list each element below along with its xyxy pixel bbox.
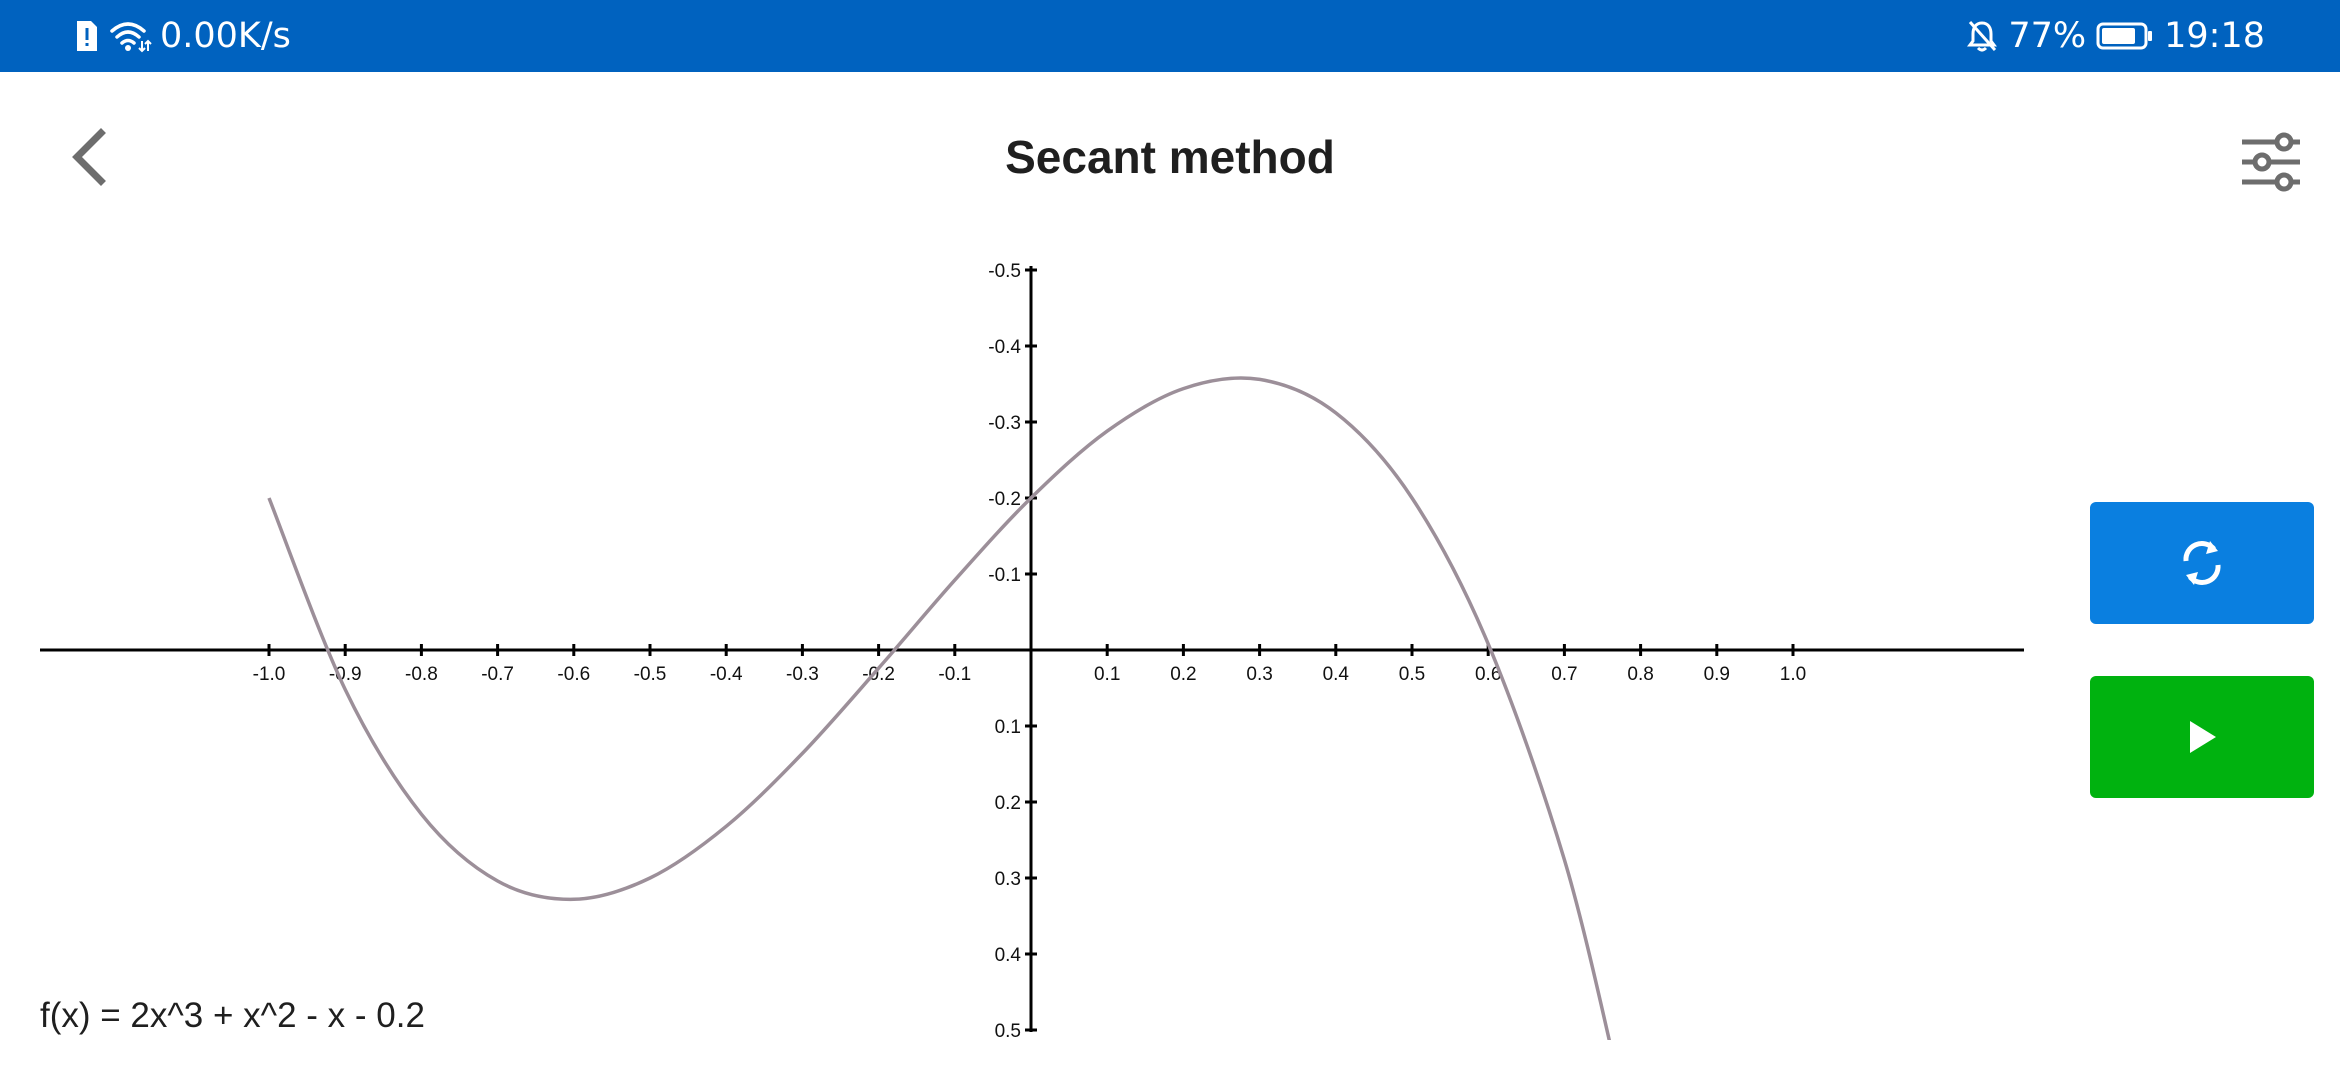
function-formula: f(x) = 2x^3 + x^2 - x - 0.2 xyxy=(40,996,425,1035)
x-tick-label: -1.0 xyxy=(253,664,286,685)
x-tick-label: 0.2 xyxy=(1170,664,1196,685)
plot-canvas: -1.0 -0.9 -0.8 -0.7 -0.6 -0.5 -0.4 -0.3 -0.2 -0.1… xyxy=(40,261,2024,1040)
play-icon xyxy=(2190,721,2216,753)
x-tick-label: -0.3 xyxy=(786,664,819,685)
bell-off-icon xyxy=(1966,19,1998,53)
y-tick-label: -0.2 xyxy=(988,489,1021,510)
x-tick-label: 0.7 xyxy=(1551,664,1577,685)
y-tick-label: 0.3 xyxy=(995,869,1021,890)
clock: 19:18 xyxy=(2164,16,2265,56)
x-tick-label: 0.4 xyxy=(1323,664,1350,685)
settings-button[interactable] xyxy=(2236,126,2308,198)
function-curve xyxy=(267,376,1612,1040)
x-tick-label: -0.5 xyxy=(634,664,667,685)
status-bar-right: 77% 19:18 xyxy=(1966,0,2265,72)
x-tick-label: -0.6 xyxy=(557,664,590,685)
app-bar: Secant method xyxy=(0,72,2340,222)
sliders-icon xyxy=(2242,132,2300,192)
battery-percent: 77% xyxy=(2008,16,2087,56)
y-tick-label: 0.5 xyxy=(995,1021,1021,1040)
x-tick-label: 0.5 xyxy=(1399,664,1425,685)
status-bar-left: 0.00K/s xyxy=(74,0,291,72)
y-tick-label: 0.1 xyxy=(995,717,1021,738)
x-tick-label: 0.9 xyxy=(1704,664,1730,685)
x-tick-label: 0.8 xyxy=(1627,664,1653,685)
y-tick-label: 0.2 xyxy=(995,793,1021,814)
x-tick-label: 1.0 xyxy=(1780,664,1806,685)
function-plot: -1.0 -0.9 -0.8 -0.7 -0.6 -0.5 -0.4 -0.3 -0.2 -0.1… xyxy=(0,210,2040,1040)
x-tick-label: -0.4 xyxy=(710,664,743,685)
sim-alert-icon xyxy=(74,19,100,53)
battery-icon xyxy=(2096,21,2154,51)
reset-button[interactable] xyxy=(2090,502,2314,624)
y-tick-label: -0.3 xyxy=(988,413,1021,434)
y-tick-label: -0.5 xyxy=(988,261,1021,282)
x-tick-label: -0.1 xyxy=(938,664,971,685)
wifi-icon xyxy=(108,19,152,53)
run-button[interactable] xyxy=(2090,676,2314,798)
page-title: Secant method xyxy=(1005,131,1335,183)
status-bar: 0.00K/s 77% 19:18 xyxy=(0,0,2340,72)
x-tick-label: 0.1 xyxy=(1094,664,1120,685)
x-tick-label: 0.3 xyxy=(1246,664,1272,685)
x-tick-label: 0.6 xyxy=(1475,664,1501,685)
y-tick-label: -0.4 xyxy=(988,337,1021,358)
y-tick-label: -0.1 xyxy=(988,565,1021,586)
back-button[interactable] xyxy=(52,122,122,192)
x-tick-label: -0.7 xyxy=(481,664,514,685)
refresh-icon xyxy=(2183,541,2221,585)
x-tick-label: -0.8 xyxy=(405,664,438,685)
network-speed: 0.00K/s xyxy=(160,16,291,56)
chevron-left-icon xyxy=(72,128,106,186)
y-tick-label: 0.4 xyxy=(995,945,1022,966)
